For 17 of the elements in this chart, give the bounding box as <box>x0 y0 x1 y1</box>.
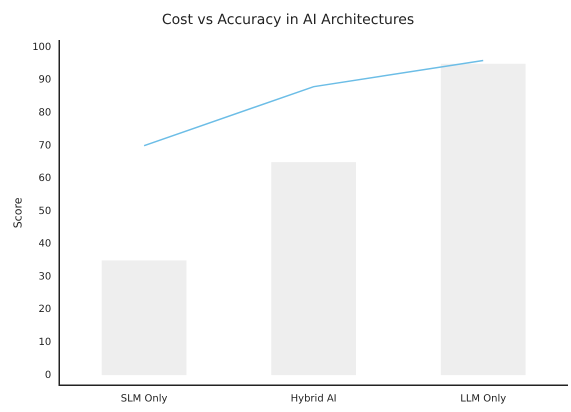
x-tick-label: Hybrid AI <box>290 394 337 405</box>
x-tick-label: SLM Only <box>120 394 168 405</box>
y-tick-label: 10 <box>38 336 52 348</box>
y-tick-label: 50 <box>38 206 52 217</box>
x-tick-label: LLM Only <box>460 394 506 405</box>
y-tick-label: 0 <box>44 370 52 381</box>
y-tick-label: 90 <box>38 74 52 86</box>
y-tick-label: 40 <box>38 238 52 250</box>
y-tick-label: 80 <box>38 108 52 119</box>
bar <box>440 64 526 376</box>
y-tick-label: 20 <box>38 304 52 316</box>
chart-title: Cost vs Accuracy in AI Architectures <box>162 12 414 28</box>
y-tick-label: 100 <box>32 42 52 53</box>
y-tick-label: 60 <box>38 173 52 184</box>
y-tick-label: 30 <box>38 271 52 282</box>
y-axis-title: Score <box>11 197 24 228</box>
y-tick-label: 70 <box>38 140 52 152</box>
